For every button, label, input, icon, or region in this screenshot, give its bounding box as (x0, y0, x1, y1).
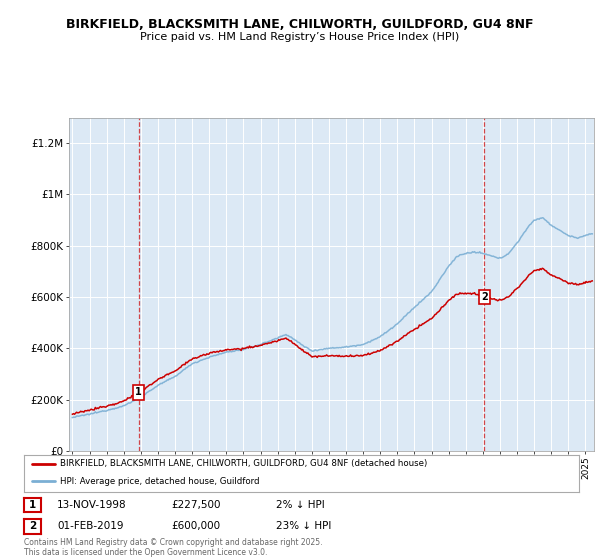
Text: BIRKFIELD, BLACKSMITH LANE, CHILWORTH, GUILDFORD, GU4 8NF (detached house): BIRKFIELD, BLACKSMITH LANE, CHILWORTH, G… (60, 459, 427, 469)
Text: HPI: Average price, detached house, Guildford: HPI: Average price, detached house, Guil… (60, 477, 260, 486)
Text: Contains HM Land Registry data © Crown copyright and database right 2025.
This d: Contains HM Land Registry data © Crown c… (24, 538, 323, 557)
Text: 23% ↓ HPI: 23% ↓ HPI (276, 521, 331, 531)
Text: 13-NOV-1998: 13-NOV-1998 (57, 500, 127, 510)
Text: 01-FEB-2019: 01-FEB-2019 (57, 521, 124, 531)
Text: 1: 1 (135, 388, 142, 398)
Text: £600,000: £600,000 (171, 521, 220, 531)
Text: 2: 2 (481, 292, 488, 302)
Text: 1: 1 (29, 500, 36, 510)
Text: 2: 2 (29, 521, 36, 531)
Text: £227,500: £227,500 (171, 500, 221, 510)
Text: BIRKFIELD, BLACKSMITH LANE, CHILWORTH, GUILDFORD, GU4 8NF: BIRKFIELD, BLACKSMITH LANE, CHILWORTH, G… (66, 18, 534, 31)
Text: Price paid vs. HM Land Registry’s House Price Index (HPI): Price paid vs. HM Land Registry’s House … (140, 32, 460, 42)
Text: 2% ↓ HPI: 2% ↓ HPI (276, 500, 325, 510)
